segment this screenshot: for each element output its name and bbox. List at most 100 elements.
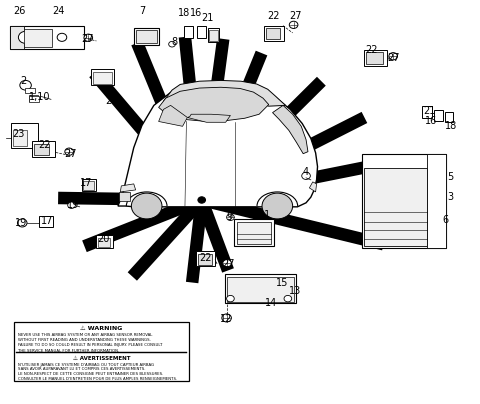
Text: LE NON-RESPECT DE CETTE CONSIGNE PEUT ENTRAINER DES BLESSURES.: LE NON-RESPECT DE CETTE CONSIGNE PEUT EN… xyxy=(18,372,163,376)
Bar xyxy=(91,69,114,85)
Text: 9: 9 xyxy=(227,212,232,222)
Bar xyxy=(208,27,219,42)
Bar xyxy=(427,154,446,248)
Bar xyxy=(366,52,383,64)
Text: FAILURE TO DO SO COULD RESULT IN PERSONAL INJURY. PLEASE CONSULT: FAILURE TO DO SO COULD RESULT IN PERSONA… xyxy=(18,343,162,347)
Bar xyxy=(32,141,55,157)
Text: 5: 5 xyxy=(447,172,454,182)
Text: 21: 21 xyxy=(423,106,435,116)
Text: 16: 16 xyxy=(425,116,438,126)
Bar xyxy=(266,28,280,39)
Text: 17: 17 xyxy=(41,216,54,226)
Text: 7: 7 xyxy=(139,6,145,16)
Bar xyxy=(197,26,205,38)
Circle shape xyxy=(57,33,67,41)
Bar xyxy=(196,251,215,266)
Circle shape xyxy=(65,148,73,155)
Bar xyxy=(445,112,454,122)
Text: 8: 8 xyxy=(171,37,177,47)
Bar xyxy=(422,106,432,118)
Text: ⚠ WARNING: ⚠ WARNING xyxy=(80,326,122,330)
Text: 17: 17 xyxy=(80,178,92,188)
Polygon shape xyxy=(310,182,317,192)
Bar xyxy=(82,179,96,191)
Bar xyxy=(364,168,427,246)
Text: 25: 25 xyxy=(106,96,118,106)
Polygon shape xyxy=(120,184,136,192)
Text: 22: 22 xyxy=(38,140,51,150)
Circle shape xyxy=(289,21,298,28)
Text: THE SERVICE MANUAL FOR FURTHER INFORMATION.: THE SERVICE MANUAL FOR FURTHER INFORMATI… xyxy=(18,349,119,353)
Text: 22: 22 xyxy=(267,11,280,21)
Bar xyxy=(209,29,218,41)
Bar xyxy=(362,154,446,248)
Bar xyxy=(364,50,387,66)
Polygon shape xyxy=(158,87,269,122)
Circle shape xyxy=(262,193,293,219)
Text: ⚠ AVERTISSEMENT: ⚠ AVERTISSEMENT xyxy=(72,356,130,361)
Bar xyxy=(39,217,53,227)
Bar xyxy=(29,95,38,101)
Text: 6: 6 xyxy=(443,215,449,225)
Circle shape xyxy=(168,41,175,47)
Text: 2: 2 xyxy=(21,76,27,86)
Circle shape xyxy=(132,193,162,219)
Circle shape xyxy=(20,80,31,90)
Bar xyxy=(136,30,157,43)
Circle shape xyxy=(84,34,93,41)
Text: WITHOUT FIRST READING AND UNDERSTANDING THESE WARNINGS.: WITHOUT FIRST READING AND UNDERSTANDING … xyxy=(18,338,151,342)
Text: 3: 3 xyxy=(447,192,454,202)
Bar xyxy=(13,130,27,146)
Polygon shape xyxy=(158,105,187,126)
Circle shape xyxy=(18,31,33,43)
Bar xyxy=(225,274,296,303)
Bar xyxy=(98,238,110,247)
Text: 18: 18 xyxy=(444,120,456,130)
Text: N'UTILISER JAMAIS CE SYSTEME D'AIRBAG OU TOUT CAPTEUR AIRBAG: N'UTILISER JAMAIS CE SYSTEME D'AIRBAG OU… xyxy=(18,363,154,367)
Bar xyxy=(16,352,187,353)
Text: 19: 19 xyxy=(67,200,80,210)
Bar xyxy=(237,222,271,244)
Text: 12: 12 xyxy=(220,314,233,324)
Text: 23: 23 xyxy=(12,129,25,139)
Text: 15: 15 xyxy=(276,278,288,288)
Bar xyxy=(24,88,35,93)
Text: 14: 14 xyxy=(265,298,277,308)
Circle shape xyxy=(389,53,397,60)
Bar xyxy=(227,277,294,302)
Text: 24: 24 xyxy=(52,6,64,16)
Bar xyxy=(183,26,193,38)
Bar xyxy=(96,236,113,248)
Text: NEVER USE THIS AIRBAG SYSTEM OR ANY AIRBAG SENSOR REMOVAL: NEVER USE THIS AIRBAG SYSTEM OR ANY AIRB… xyxy=(18,333,152,337)
Text: CONSULTER LE MANUEL D'ENTRETIEN POUR DE PLUS AMPLES RENSEIGNEMENTS.: CONSULTER LE MANUEL D'ENTRETIEN POUR DE … xyxy=(18,377,177,381)
Text: 27: 27 xyxy=(82,34,94,44)
Bar xyxy=(234,219,274,246)
Text: 26: 26 xyxy=(13,6,26,16)
Polygon shape xyxy=(118,84,318,207)
Text: 22: 22 xyxy=(199,253,212,263)
Bar xyxy=(198,255,212,265)
Bar xyxy=(29,96,39,102)
Text: 11: 11 xyxy=(259,210,271,220)
Bar xyxy=(434,110,444,122)
Bar xyxy=(24,29,52,47)
Text: 27: 27 xyxy=(387,53,399,63)
Text: 27: 27 xyxy=(64,149,76,160)
Text: 1,10: 1,10 xyxy=(29,92,51,101)
Text: 4: 4 xyxy=(303,167,309,177)
Bar xyxy=(264,26,284,41)
Text: 27: 27 xyxy=(222,259,234,269)
Text: 22: 22 xyxy=(365,45,378,55)
Bar xyxy=(34,144,49,155)
Text: SANS AVOIR AUPARAVANT LU ET COMPRIS CES AVERTISSEMENTS.: SANS AVOIR AUPARAVANT LU ET COMPRIS CES … xyxy=(18,368,145,371)
Circle shape xyxy=(198,197,205,203)
Bar xyxy=(134,28,158,45)
Circle shape xyxy=(284,295,292,302)
Polygon shape xyxy=(187,114,230,122)
Circle shape xyxy=(227,295,234,302)
Bar xyxy=(11,123,37,147)
Circle shape xyxy=(223,260,231,267)
Circle shape xyxy=(17,219,27,227)
Circle shape xyxy=(302,172,311,179)
Text: 16: 16 xyxy=(190,8,202,18)
